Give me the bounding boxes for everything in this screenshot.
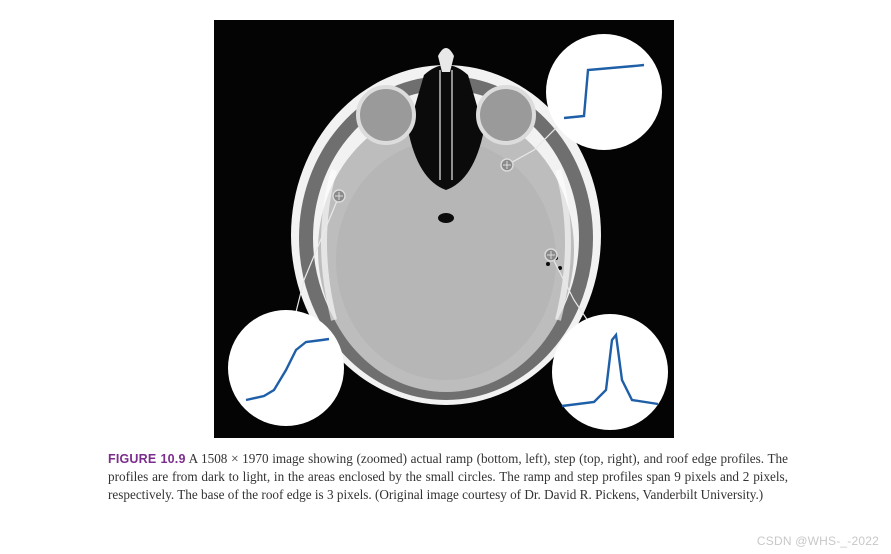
ventricle-dot	[438, 213, 454, 223]
page: FIGURE 10.9 A 1508 × 1970 image showing …	[0, 0, 891, 554]
watermark: CSDN @WHS-_-2022	[757, 534, 879, 548]
figure-svg	[214, 20, 674, 438]
figure-caption: FIGURE 10.9 A 1508 × 1970 image showing …	[108, 450, 788, 504]
circle-step	[546, 34, 662, 150]
figure-container	[214, 20, 674, 438]
figure-caption-text: A 1508 × 1970 image showing (zoomed) act…	[108, 451, 788, 502]
figure-label: FIGURE 10.9	[108, 452, 186, 466]
circle-roof	[552, 314, 668, 430]
